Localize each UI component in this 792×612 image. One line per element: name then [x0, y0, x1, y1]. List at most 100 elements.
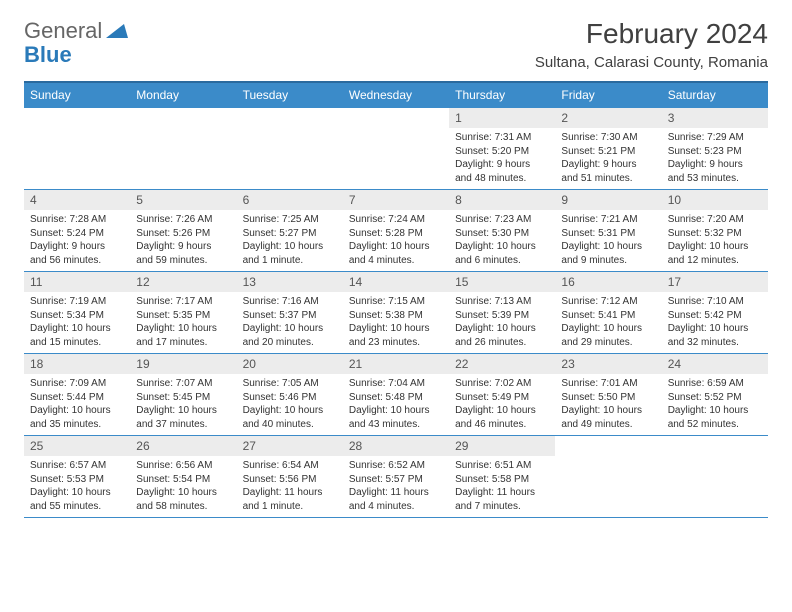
daylight-text: Daylight: 10 hours and 52 minutes. — [668, 404, 762, 431]
header: General February 2024 Sultana, Calarasi … — [24, 18, 768, 71]
daylight-text: Daylight: 10 hours and 43 minutes. — [349, 404, 443, 431]
day-number: 19 — [130, 354, 236, 374]
sunrise-text: Sunrise: 6:56 AM — [136, 459, 230, 473]
day-header: Monday — [130, 82, 236, 108]
calendar-cell: 12 Sunrise: 7:17 AMSunset: 5:35 PMDayligh… — [130, 272, 236, 354]
day-content: Sunrise: 7:21 AMSunset: 5:31 PMDaylight:… — [555, 210, 661, 270]
day-content: Sunrise: 7:19 AMSunset: 5:34 PMDaylight:… — [24, 292, 130, 352]
sunset-text: Sunset: 5:57 PM — [349, 473, 443, 487]
day-number: 13 — [237, 272, 343, 292]
day-number: 25 — [24, 436, 130, 456]
calendar-week-row: 11Sunrise: 7:19 AMSunset: 5:34 PMDayligh… — [24, 272, 768, 354]
sunrise-text: Sunrise: 7:02 AM — [455, 377, 549, 391]
calendar-cell — [343, 108, 449, 190]
daylight-text: Daylight: 10 hours and 58 minutes. — [136, 486, 230, 513]
daylight-text: Daylight: 9 hours and 59 minutes. — [136, 240, 230, 267]
day-number: 18 — [24, 354, 130, 374]
day-number: 20 — [237, 354, 343, 374]
calendar-cell: 18Sunrise: 7:09 AMSunset: 5:44 PMDayligh… — [24, 354, 130, 436]
day-content: Sunrise: 7:26 AMSunset: 5:26 PMDaylight:… — [130, 210, 236, 270]
daylight-text: Daylight: 10 hours and 55 minutes. — [30, 486, 124, 513]
daylight-text: Daylight: 10 hours and 4 minutes. — [349, 240, 443, 267]
day-content: Sunrise: 7:05 AMSunset: 5:46 PMDaylight:… — [237, 374, 343, 434]
sunset-text: Sunset: 5:35 PM — [136, 309, 230, 323]
calendar-cell: 9Sunrise: 7:21 AMSunset: 5:31 PMDaylight… — [555, 190, 661, 272]
daylight-text: Daylight: 10 hours and 15 minutes. — [30, 322, 124, 349]
day-content: Sunrise: 7:20 AMSunset: 5:32 PMDaylight:… — [662, 210, 768, 270]
day-header: Sunday — [24, 82, 130, 108]
daylight-text: Daylight: 10 hours and 9 minutes. — [561, 240, 655, 267]
day-content: Sunrise: 7:01 AMSunset: 5:50 PMDaylight:… — [555, 374, 661, 434]
sunrise-text: Sunrise: 7:24 AM — [349, 213, 443, 227]
sunrise-text: Sunrise: 7:05 AM — [243, 377, 337, 391]
sunset-text: Sunset: 5:52 PM — [668, 391, 762, 405]
sunrise-text: Sunrise: 6:54 AM — [243, 459, 337, 473]
sunset-text: Sunset: 5:54 PM — [136, 473, 230, 487]
sunset-text: Sunset: 5:49 PM — [455, 391, 549, 405]
day-content: Sunrise: 7:31 AMSunset: 5:20 PMDaylight:… — [449, 128, 555, 188]
sunrise-text: Sunrise: 7:19 AM — [30, 295, 124, 309]
sunrise-text: Sunrise: 7:23 AM — [455, 213, 549, 227]
daylight-text: Daylight: 10 hours and 12 minutes. — [668, 240, 762, 267]
day-content: Sunrise: 7:30 AMSunset: 5:21 PMDaylight:… — [555, 128, 661, 188]
daylight-text: Daylight: 10 hours and 17 minutes. — [136, 322, 230, 349]
sunset-text: Sunset: 5:38 PM — [349, 309, 443, 323]
calendar-cell: 22Sunrise: 7:02 AMSunset: 5:49 PMDayligh… — [449, 354, 555, 436]
sunset-text: Sunset: 5:21 PM — [561, 145, 655, 159]
sunset-text: Sunset: 5:37 PM — [243, 309, 337, 323]
sunset-text: Sunset: 5:24 PM — [30, 227, 124, 241]
day-number: 27 — [237, 436, 343, 456]
day-header: Tuesday — [237, 82, 343, 108]
day-number: 26 — [130, 436, 236, 456]
sunset-text: Sunset: 5:34 PM — [30, 309, 124, 323]
day-number: 4 — [24, 190, 130, 210]
calendar-cell — [237, 108, 343, 190]
sunrise-text: Sunrise: 7:12 AM — [561, 295, 655, 309]
calendar-cell: 3Sunrise: 7:29 AMSunset: 5:23 PMDaylight… — [662, 108, 768, 190]
logo: General — [24, 18, 128, 44]
logo-text-general: General — [24, 18, 102, 44]
calendar-body: 1Sunrise: 7:31 AMSunset: 5:20 PMDaylight… — [24, 108, 768, 518]
day-number: 9 — [555, 190, 661, 210]
day-number: 12 — [130, 272, 236, 292]
day-header-row: SundayMondayTuesdayWednesdayThursdayFrid… — [24, 82, 768, 108]
calendar-cell — [24, 108, 130, 190]
calendar-cell: 27Sunrise: 6:54 AMSunset: 5:56 PMDayligh… — [237, 436, 343, 518]
sunrise-text: Sunrise: 7:16 AM — [243, 295, 337, 309]
day-number: 1 — [449, 108, 555, 128]
daylight-text: Daylight: 10 hours and 49 minutes. — [561, 404, 655, 431]
day-number: 21 — [343, 354, 449, 374]
calendar-table: SundayMondayTuesdayWednesdayThursdayFrid… — [24, 81, 768, 518]
sunrise-text: Sunrise: 7:31 AM — [455, 131, 549, 145]
sunset-text: Sunset: 5:45 PM — [136, 391, 230, 405]
day-number: 7 — [343, 190, 449, 210]
day-number: 6 — [237, 190, 343, 210]
month-title: February 2024 — [535, 18, 768, 50]
sunrise-text: Sunrise: 7:17 AM — [136, 295, 230, 309]
day-content: Sunrise: 7:02 AMSunset: 5:49 PMDaylight:… — [449, 374, 555, 434]
sunrise-text: Sunrise: 7:25 AM — [243, 213, 337, 227]
day-content: Sunrise: 7:16 AMSunset: 5:37 PMDaylight:… — [237, 292, 343, 352]
day-content: Sunrise: 7:25 AMSunset: 5:27 PMDaylight:… — [237, 210, 343, 270]
day-number: 10 — [662, 190, 768, 210]
daylight-text: Daylight: 10 hours and 40 minutes. — [243, 404, 337, 431]
location: Sultana, Calarasi County, Romania — [535, 54, 768, 71]
sunset-text: Sunset: 5:50 PM — [561, 391, 655, 405]
sunrise-text: Sunrise: 7:21 AM — [561, 213, 655, 227]
daylight-text: Daylight: 10 hours and 35 minutes. — [30, 404, 124, 431]
day-content: Sunrise: 7:13 AMSunset: 5:39 PMDaylight:… — [449, 292, 555, 352]
calendar-week-row: 1Sunrise: 7:31 AMSunset: 5:20 PMDaylight… — [24, 108, 768, 190]
calendar-cell: 21Sunrise: 7:04 AMSunset: 5:48 PMDayligh… — [343, 354, 449, 436]
calendar-cell: 24Sunrise: 6:59 AMSunset: 5:52 PMDayligh… — [662, 354, 768, 436]
daylight-text: Daylight: 10 hours and 20 minutes. — [243, 322, 337, 349]
day-content: Sunrise: 6:56 AMSunset: 5:54 PMDaylight:… — [130, 456, 236, 516]
sunset-text: Sunset: 5:53 PM — [30, 473, 124, 487]
day-header: Thursday — [449, 82, 555, 108]
daylight-text: Daylight: 9 hours and 56 minutes. — [30, 240, 124, 267]
day-content: Sunrise: 7:04 AMSunset: 5:48 PMDaylight:… — [343, 374, 449, 434]
calendar-week-row: 4Sunrise: 7:28 AMSunset: 5:24 PMDaylight… — [24, 190, 768, 272]
calendar-cell: 26Sunrise: 6:56 AMSunset: 5:54 PMDayligh… — [130, 436, 236, 518]
sunrise-text: Sunrise: 7:10 AM — [668, 295, 762, 309]
sunset-text: Sunset: 5:48 PM — [349, 391, 443, 405]
day-header: Friday — [555, 82, 661, 108]
